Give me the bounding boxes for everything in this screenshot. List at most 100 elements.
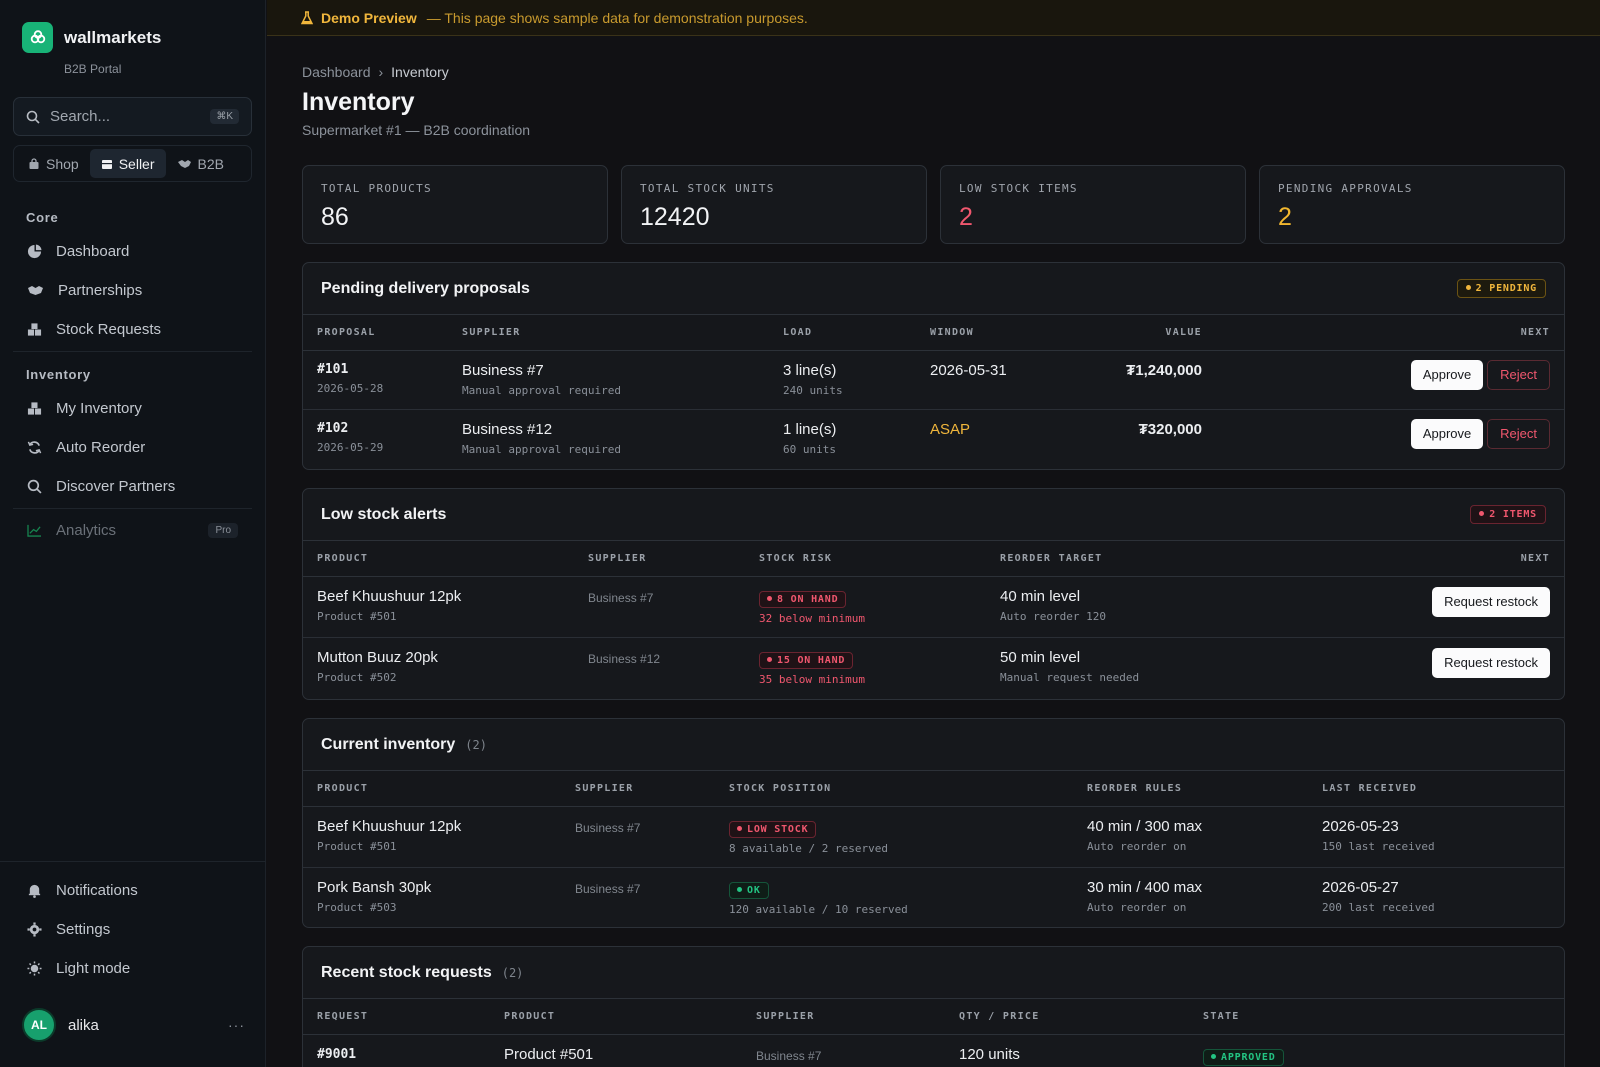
column-header: REORDER RULES <box>1087 771 1322 807</box>
table-row[interactable]: Beef Khuushuur 12pk Product #501 Business… <box>303 806 1564 868</box>
sidebar-item-label: Partnerships <box>58 281 143 299</box>
product-name: Beef Khuushuur 12pk <box>317 817 462 835</box>
request-restock-button[interactable]: Request restock <box>1432 647 1550 678</box>
table-row[interactable]: #9001 Product #501 Business #7 120 units… <box>303 1034 1564 1067</box>
supplier-note: Manual approval required <box>462 442 621 456</box>
panel-header: Recent stock requests (2) <box>303 947 1564 999</box>
panel-count: (2) <box>501 965 524 980</box>
table-header-row: PROPOSAL SUPPLIER LOAD WINDOW VALUE NEXT <box>303 315 1564 351</box>
handshake-icon <box>177 159 191 168</box>
brand[interactable]: wallmarkets <box>22 22 161 53</box>
stat-total-stock-units: TOTAL STOCK UNITS 12420 <box>621 165 927 244</box>
column-header: NEXT <box>1202 315 1564 351</box>
proposals-table: PROPOSAL SUPPLIER LOAD WINDOW VALUE NEXT… <box>303 315 1564 468</box>
search-shortcut: ⌘K <box>210 109 239 124</box>
supplier-name: Business #7 <box>575 881 641 896</box>
stock-status-chip: LOW STOCK <box>729 820 817 838</box>
mode-b2b-label: B2B <box>197 155 224 172</box>
sidebar-item-partnerships[interactable]: Partnerships <box>13 272 252 308</box>
search-icon <box>26 110 40 124</box>
breadcrumb: Dashboard › Inventory <box>302 64 449 80</box>
chip-text: 8 ON HAND <box>777 593 839 605</box>
sidebar-divider <box>13 351 252 352</box>
low-stock-panel: Low stock alerts 2 ITEMS PRODUCT SUPPLIE… <box>302 488 1565 700</box>
bell-icon <box>28 884 41 898</box>
sidebar-item-analytics[interactable]: Analytics Pro <box>13 512 252 548</box>
column-header: STATE <box>1203 999 1564 1035</box>
sidebar-divider <box>13 508 252 509</box>
last-received-qty: 200 last received <box>1322 900 1435 914</box>
mode-shop[interactable]: Shop <box>17 149 90 178</box>
stat-label: PENDING APPROVALS <box>1278 182 1413 195</box>
column-header: PRODUCT <box>303 541 588 577</box>
product-id: Product #503 <box>317 900 397 914</box>
breadcrumb-current: Inventory <box>391 64 449 80</box>
stat-pending-approvals: PENDING APPROVALS 2 <box>1259 165 1565 244</box>
gear-icon <box>27 921 42 937</box>
banner-title: Demo Preview <box>321 9 417 26</box>
on-hand-chip: 15 ON HAND <box>759 651 854 669</box>
pending-proposals-panel: Pending delivery proposals 2 PENDING PRO… <box>302 262 1565 470</box>
table-row: #101 2026-05-28 Business #7 Manual approva… <box>303 350 1564 410</box>
sidebar-item-my-inventory[interactable]: My Inventory <box>13 390 252 426</box>
mode-seller[interactable]: Seller <box>89 149 166 178</box>
chevron-right-icon: › <box>378 64 384 80</box>
sidebar-item-notifications[interactable]: Notifications <box>13 872 252 908</box>
breadcrumb-dashboard[interactable]: Dashboard <box>302 64 371 80</box>
last-received-date: 2026-05-23 <box>1322 817 1399 835</box>
panel-header: Current inventory (2) <box>303 719 1564 771</box>
column-header: NEXT <box>1330 541 1564 577</box>
user-menu[interactable]: AL alika ··· <box>22 1008 245 1042</box>
column-header: PRODUCT <box>504 999 756 1035</box>
sidebar-item-light-mode[interactable]: Light mode <box>13 950 252 986</box>
panel-header: Low stock alerts 2 ITEMS <box>303 489 1564 541</box>
supplier-name: Business #12 <box>462 420 553 438</box>
stock-position: 8 available / 2 reserved <box>729 841 888 855</box>
pending-badge: 2 PENDING <box>1456 279 1546 298</box>
sidebar-item-label: Analytics <box>56 521 117 539</box>
pie-chart-icon <box>27 243 42 258</box>
sidebar-item-settings[interactable]: Settings <box>13 911 252 947</box>
reject-button[interactable]: Reject <box>1487 359 1550 390</box>
product-id: Product #501 <box>317 609 397 623</box>
request-restock-button[interactable]: Request restock <box>1432 586 1550 617</box>
approve-button[interactable]: Approve <box>1410 359 1484 390</box>
stat-label: TOTAL STOCK UNITS <box>640 182 775 195</box>
reorder-rule: Auto reorder 120 <box>1000 609 1106 623</box>
mode-b2b[interactable]: B2B <box>166 149 235 178</box>
column-header: SUPPLIER <box>575 771 729 807</box>
search-placeholder: Search... <box>50 108 111 125</box>
column-header: REORDER TARGET <box>1000 541 1330 577</box>
sidebar-item-discover-partners[interactable]: Discover Partners <box>13 468 252 504</box>
auto-reorder: Auto reorder on <box>1087 839 1187 853</box>
banner-text: — This page shows sample data for demons… <box>426 9 808 26</box>
proposal-value: ₮1,240,000 <box>1126 361 1202 379</box>
product-name: Mutton Buuz 20pk <box>317 648 438 666</box>
product-id: Product #501 <box>317 839 397 853</box>
column-header: SUPPLIER <box>588 541 759 577</box>
sidebar-item-stock-requests[interactable]: Stock Requests <box>13 311 252 347</box>
sidebar-item-dashboard[interactable]: Dashboard <box>13 233 252 269</box>
supplier-name: Business #7 <box>462 361 544 379</box>
panel-count: (2) <box>465 737 487 752</box>
approve-button[interactable]: Approve <box>1410 418 1484 449</box>
avatar: AL <box>22 1008 56 1042</box>
sidebar-item-label: Dashboard <box>56 242 130 260</box>
table-row[interactable]: Pork Bansh 30pk Product #503 Business #7 … <box>303 867 1564 927</box>
bag-icon <box>29 157 39 169</box>
chip-text: LOW STOCK <box>747 823 809 835</box>
stat-value: 2 <box>1278 203 1292 231</box>
more-icon[interactable]: ··· <box>228 1017 245 1033</box>
current-inventory-panel: Current inventory (2) PRODUCT SUPPLIER S… <box>302 718 1565 928</box>
brand-logo-icon <box>22 22 53 53</box>
refresh-icon <box>27 440 42 454</box>
sidebar-item-auto-reorder[interactable]: Auto Reorder <box>13 429 252 465</box>
search-input[interactable]: Search... ⌘K <box>13 97 252 136</box>
state-chip: APPROVED <box>1203 1048 1284 1066</box>
sidebar-item-label: My Inventory <box>56 399 142 417</box>
reject-button[interactable]: Reject <box>1487 418 1550 449</box>
sidebar-item-label: Settings <box>56 920 111 938</box>
table-row: Mutton Buuz 20pk Product #502 Business #1… <box>303 637 1564 698</box>
proposal-date: 2026-05-29 <box>317 440 384 454</box>
load-lines: 1 line(s) <box>783 420 837 438</box>
